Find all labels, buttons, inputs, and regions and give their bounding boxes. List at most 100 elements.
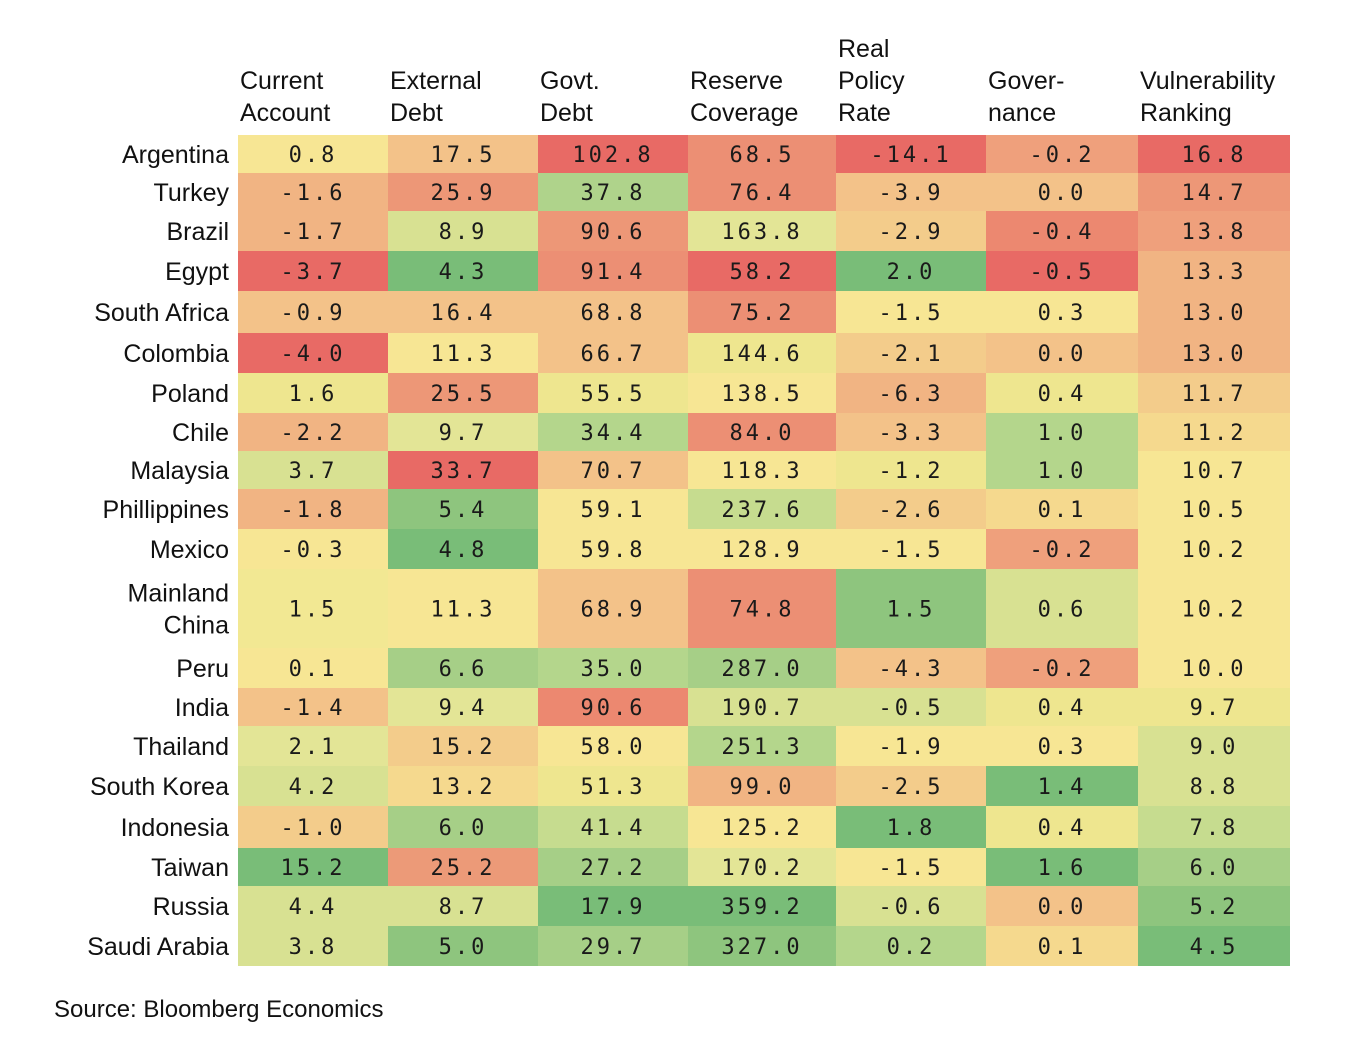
heatmap-cell	[388, 413, 538, 451]
cell-value: 9.4	[439, 696, 488, 721]
heatmap-cell	[1138, 766, 1290, 806]
heatmap-cell	[688, 926, 836, 966]
row-label: Peru	[176, 655, 229, 683]
cell-value: 6.0	[1190, 856, 1239, 881]
heatmap-cell	[836, 413, 986, 451]
heatmap-cell	[836, 291, 986, 333]
cell-value: 51.3	[581, 775, 646, 800]
heatmap-cell	[986, 333, 1138, 373]
heatmap-cell	[388, 451, 538, 489]
heatmap-cell	[836, 333, 986, 373]
cell-value: -1.2	[879, 459, 944, 484]
cell-value: -0.4	[1030, 220, 1095, 245]
cell-value: 15.2	[431, 735, 496, 760]
heatmap-cell	[688, 848, 836, 886]
row-label: Phillippines	[103, 496, 229, 524]
cell-value: 125.2	[721, 816, 802, 841]
column-header: Rate	[838, 99, 891, 127]
heatmap-cell	[538, 766, 688, 806]
cell-value: 90.6	[581, 696, 646, 721]
cell-value: -0.2	[1030, 143, 1095, 168]
cell-value: 2.0	[887, 260, 936, 285]
heatmap-cell	[538, 373, 688, 413]
cell-value: 7.8	[1190, 816, 1239, 841]
source-note: Source: Bloomberg Economics	[54, 996, 384, 1023]
cell-value: 8.8	[1190, 775, 1239, 800]
cell-value: 118.3	[721, 459, 802, 484]
cell-value: 237.6	[721, 498, 802, 523]
cell-value: 10.5	[1182, 498, 1247, 523]
column-header: Account	[240, 99, 330, 127]
heatmap-cell	[388, 926, 538, 966]
column-header: Debt	[390, 99, 443, 127]
heatmap-cell	[986, 766, 1138, 806]
cell-value: -2.1	[879, 342, 944, 367]
row-label: Brazil	[166, 218, 229, 246]
cell-value: 84.0	[730, 421, 795, 446]
cell-value: -3.3	[879, 421, 944, 446]
row-label: Saudi Arabia	[87, 933, 229, 961]
cell-value: 10.7	[1182, 459, 1247, 484]
heatmap-cell	[1138, 413, 1290, 451]
cell-value: 4.5	[1190, 935, 1239, 960]
cell-value: 91.4	[581, 260, 646, 285]
heatmap-cell	[238, 451, 388, 489]
heatmap-cell	[238, 569, 388, 648]
heatmap-cell	[836, 648, 986, 688]
cell-value: 0.0	[1038, 895, 1087, 920]
heatmap-cell	[688, 251, 836, 291]
cell-value: 6.6	[439, 657, 488, 682]
cell-value: 0.4	[1038, 696, 1087, 721]
heatmap-cell	[238, 333, 388, 373]
heatmap-cell	[538, 806, 688, 848]
heatmap-cell	[688, 373, 836, 413]
heatmap-cell	[1138, 451, 1290, 489]
cell-value: 13.2	[431, 775, 496, 800]
heatmap-cell	[688, 529, 836, 569]
cell-value: 190.7	[721, 696, 802, 721]
cell-value: 9.7	[439, 421, 488, 446]
cell-value: 128.9	[721, 538, 802, 563]
cell-value: -0.2	[1030, 538, 1095, 563]
cell-value: 287.0	[721, 657, 802, 682]
heatmap-cell	[238, 926, 388, 966]
cell-value: 16.4	[431, 301, 496, 326]
heatmap-cell	[238, 726, 388, 766]
cell-value: 10.0	[1182, 657, 1247, 682]
cell-value: 68.9	[581, 598, 646, 623]
heatmap-cell	[1138, 688, 1290, 726]
heatmap-cell	[836, 688, 986, 726]
cell-value: -1.4	[281, 696, 346, 721]
row-label: India	[175, 694, 229, 722]
column-header: nance	[988, 99, 1056, 127]
cell-value: -4.3	[879, 657, 944, 682]
cell-value: 10.2	[1182, 538, 1247, 563]
row-label: South Africa	[94, 299, 229, 327]
cell-value: 3.8	[289, 935, 338, 960]
heatmap-cell	[538, 173, 688, 211]
heatmap-cell	[688, 333, 836, 373]
heatmap-cell	[388, 766, 538, 806]
cell-value: 58.0	[581, 735, 646, 760]
cell-value: 13.3	[1182, 260, 1247, 285]
heatmap-cell	[836, 886, 986, 926]
heatmap-cell	[986, 726, 1138, 766]
cell-value: 1.6	[289, 382, 338, 407]
cell-value: 251.3	[721, 735, 802, 760]
heatmap-cell	[538, 926, 688, 966]
heatmap-cell	[388, 135, 538, 173]
heatmap-cell	[388, 569, 538, 648]
cell-value: 1.8	[887, 816, 936, 841]
cell-value: 5.2	[1190, 895, 1239, 920]
cell-value: 8.9	[439, 220, 488, 245]
row-label: Thailand	[133, 733, 229, 761]
cell-value: 6.0	[439, 816, 488, 841]
cell-value: -1.9	[879, 735, 944, 760]
cell-value: 11.2	[1182, 421, 1247, 446]
cell-value: -2.5	[879, 775, 944, 800]
heatmap-cell	[238, 373, 388, 413]
heatmap-cell	[1138, 806, 1290, 848]
cell-value: 17.9	[581, 895, 646, 920]
heatmap-cell	[986, 529, 1138, 569]
heatmap-cell	[538, 886, 688, 926]
